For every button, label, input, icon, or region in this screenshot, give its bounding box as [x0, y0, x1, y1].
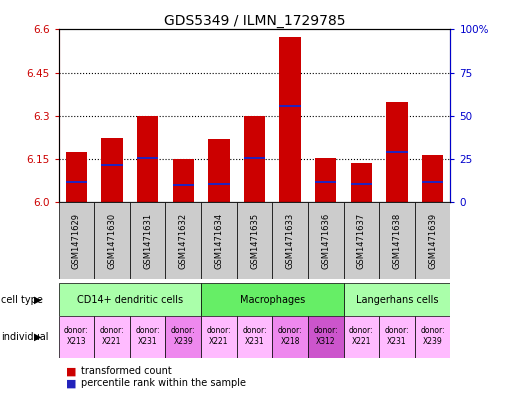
Bar	[315, 181, 336, 184]
Text: GSM1471629: GSM1471629	[72, 213, 81, 269]
Text: donor:
X221: donor: X221	[349, 326, 374, 346]
Bar	[59, 202, 94, 279]
Text: donor:
X221: donor: X221	[100, 326, 124, 346]
Text: Langerhans cells: Langerhans cells	[356, 295, 438, 305]
Bar	[279, 105, 301, 107]
Text: GSM1471635: GSM1471635	[250, 213, 259, 269]
Text: donor:
X239: donor: X239	[420, 326, 445, 346]
Bar	[315, 158, 336, 202]
Bar	[386, 101, 408, 202]
Text: GSM1471631: GSM1471631	[143, 213, 152, 269]
Text: Macrophages: Macrophages	[240, 295, 305, 305]
Text: donor:
X231: donor: X231	[135, 326, 160, 346]
Bar	[272, 316, 308, 358]
Bar	[165, 316, 201, 358]
Text: CD14+ dendritic cells: CD14+ dendritic cells	[77, 295, 183, 305]
Bar	[379, 316, 415, 358]
Text: percentile rank within the sample: percentile rank within the sample	[81, 378, 246, 388]
Bar	[208, 139, 230, 202]
Text: ▶: ▶	[34, 295, 42, 305]
Bar	[379, 202, 415, 279]
Bar	[130, 202, 165, 279]
Bar	[308, 316, 344, 358]
Bar	[344, 202, 379, 279]
Bar	[101, 138, 123, 202]
Text: donor:
X239: donor: X239	[171, 326, 195, 346]
Bar	[130, 316, 165, 358]
Text: GSM1471633: GSM1471633	[286, 213, 295, 269]
Bar	[279, 37, 301, 202]
Text: GSM1471632: GSM1471632	[179, 213, 188, 269]
Text: donor:
X231: donor: X231	[385, 326, 409, 346]
Bar	[59, 316, 94, 358]
Text: GSM1471638: GSM1471638	[392, 213, 402, 269]
Text: donor:
X218: donor: X218	[278, 326, 302, 346]
Bar	[344, 283, 450, 316]
Bar	[66, 152, 87, 202]
Text: donor:
X312: donor: X312	[314, 326, 338, 346]
Text: GSM1471639: GSM1471639	[428, 213, 437, 269]
Bar	[137, 116, 158, 202]
Bar	[201, 202, 237, 279]
Bar	[415, 202, 450, 279]
Text: cell type: cell type	[1, 295, 43, 305]
Text: individual: individual	[1, 332, 48, 342]
Bar	[94, 202, 130, 279]
Text: GSM1471636: GSM1471636	[321, 213, 330, 269]
Text: donor:
X231: donor: X231	[242, 326, 267, 346]
Text: ■: ■	[66, 366, 77, 376]
Bar	[173, 159, 194, 202]
Text: ■: ■	[66, 378, 77, 388]
Bar	[237, 202, 272, 279]
Bar	[386, 151, 408, 153]
Bar	[94, 316, 130, 358]
Text: donor:
X213: donor: X213	[64, 326, 89, 346]
Text: ▶: ▶	[34, 332, 42, 342]
Bar	[237, 316, 272, 358]
Bar	[201, 316, 237, 358]
Bar	[351, 163, 372, 202]
Bar	[66, 181, 87, 184]
Bar	[422, 155, 443, 202]
Text: GSM1471634: GSM1471634	[214, 213, 223, 269]
Bar	[351, 182, 372, 185]
Bar	[137, 156, 158, 159]
Text: transformed count: transformed count	[81, 366, 172, 376]
Text: GSM1471630: GSM1471630	[107, 213, 117, 269]
Bar	[272, 202, 308, 279]
Bar	[422, 181, 443, 184]
Bar	[59, 283, 201, 316]
Bar	[344, 316, 379, 358]
Bar	[201, 283, 344, 316]
Title: GDS5349 / ILMN_1729785: GDS5349 / ILMN_1729785	[164, 15, 345, 28]
Bar	[165, 202, 201, 279]
Bar	[415, 316, 450, 358]
Bar	[101, 164, 123, 166]
Bar	[208, 182, 230, 185]
Bar	[244, 116, 265, 202]
Text: GSM1471637: GSM1471637	[357, 213, 366, 269]
Bar	[308, 202, 344, 279]
Bar	[244, 156, 265, 159]
Bar	[173, 184, 194, 186]
Text: donor:
X221: donor: X221	[207, 326, 231, 346]
